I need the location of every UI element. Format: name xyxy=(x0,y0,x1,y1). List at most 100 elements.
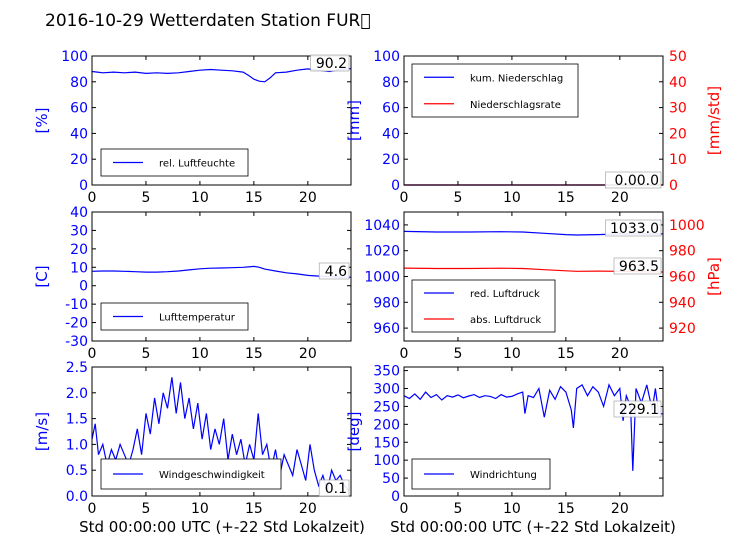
temp-annotation-box-0 xyxy=(318,262,350,280)
press-y2tick-label-0: 920 xyxy=(669,321,696,337)
press-legend-box xyxy=(411,279,556,333)
hum-ytick-label-3: 60 xyxy=(70,101,88,117)
wind-series-0-line xyxy=(91,377,350,492)
hum-xtick-label-4: 20 xyxy=(299,190,317,206)
hum-xtick-label-0: 0 xyxy=(88,190,97,206)
wind-xtick-label-2: 10 xyxy=(191,501,209,517)
dir-ytick-label-2: 100 xyxy=(373,453,400,469)
dir-legend-label-0: Windrichtung xyxy=(470,470,537,481)
rain-xtick-label-0: 0 xyxy=(400,190,409,206)
hum-ytick-label-1: 20 xyxy=(70,152,88,168)
temp-ytick-label-3: 0 xyxy=(79,279,88,295)
press-ytick-label-3: 1020 xyxy=(364,244,400,260)
x-axis-label-left: Std 00:00:00 UTC (+-22 Std Lokalzeit) xyxy=(79,518,365,536)
wind-annotation-box-0 xyxy=(318,479,350,497)
hum-ytick-label-5: 100 xyxy=(61,49,88,65)
rain-ylabel: [mm] xyxy=(345,100,363,141)
hum-ytick-label-2: 40 xyxy=(70,126,88,142)
hum-xtick-label-1: 5 xyxy=(141,190,150,206)
rain-legend-box xyxy=(411,63,579,118)
temp-xtick-label-0: 0 xyxy=(88,346,97,362)
temp-xtick-label-4: 20 xyxy=(299,346,317,362)
temp-xtick-label-3: 15 xyxy=(245,346,263,362)
dir-ytick-label-6: 300 xyxy=(373,382,400,398)
panel-pressure: 0 5 10 15 20 960 980 1000 1020 1040 920 940 960 980 10… xyxy=(364,211,723,362)
wind-xtick-label-3: 15 xyxy=(245,501,263,517)
panel-precipitation: 0 5 10 15 20 0 20 40 60 80 100 [mm] 0 10 20 30 40 50 [mm/s… xyxy=(345,49,723,206)
hum-series-0-line xyxy=(91,68,352,83)
press-ytick-label-0: 960 xyxy=(373,321,400,337)
press-xtick-label-1: 5 xyxy=(453,346,462,362)
rain-y2tick-label-1: 10 xyxy=(669,152,687,168)
wind-ytick-label-5: 2.5 xyxy=(66,360,88,376)
rain-y2tick-label-0: 0 xyxy=(669,178,678,194)
hum-legend: rel. Luftfeuchte xyxy=(100,148,249,177)
temp-annotation-0: 4.6 xyxy=(325,264,347,280)
rain-legend: kum. Niederschlag Niederschlagsrate xyxy=(411,63,579,118)
wind-legend: Windgeschwindigkeit xyxy=(100,458,282,490)
dir-annotation-0: 229.1 xyxy=(619,402,659,418)
dir-ytick-label-3: 150 xyxy=(373,435,400,451)
temp-ylabel: [C] xyxy=(33,265,51,287)
wind-annotation-0: 0.1 xyxy=(325,481,347,497)
rain-annotation-box-0 xyxy=(605,171,662,189)
wind-ytick-label-0: 0.0 xyxy=(66,489,88,505)
rain-ytick-label-2: 40 xyxy=(382,126,400,142)
temp-ytick-label-2: -10 xyxy=(65,297,88,313)
hum-legend-label-0: rel. Luftfeuchte xyxy=(159,159,235,170)
dir-xtick-label-1: 5 xyxy=(453,501,462,517)
press-annotation-box-0 xyxy=(605,219,662,237)
temp-legend-label-0: Lufttemperatur xyxy=(159,313,236,324)
hum-ylabel: [%] xyxy=(33,108,51,134)
wind-ytick-label-2: 1.0 xyxy=(66,437,88,453)
wind-ytick-label-3: 1.5 xyxy=(66,412,88,428)
wind-ytick-label-4: 2.0 xyxy=(66,386,88,402)
rain-y2tick-label-4: 40 xyxy=(669,75,687,91)
rain-y2tick-label-2: 20 xyxy=(669,126,687,142)
rain-xtick-label-2: 10 xyxy=(503,190,521,206)
hum-ytick-label-4: 80 xyxy=(70,75,88,91)
press-legend-label-0: red. Luftdruck xyxy=(470,289,540,300)
rain-ytick-label-1: 20 xyxy=(382,152,400,168)
press-annotation-box-1 xyxy=(613,257,662,275)
dir-xtick-label-2: 10 xyxy=(503,501,521,517)
dir-ytick-label-0: 0 xyxy=(391,489,400,505)
panel-temperature: 0 5 10 15 20 -30 -20 -10 0 10 20 30 40 [C] Lufttempera… xyxy=(33,205,352,362)
wind-xtick-label-1: 5 xyxy=(141,501,150,517)
temp-plot-frame xyxy=(91,211,352,342)
hum-annotation-0: 90.2 xyxy=(316,56,347,72)
press-ytick-label-4: 1040 xyxy=(364,218,400,234)
dir-xtick-label-4: 20 xyxy=(611,501,629,517)
press-annotation-0: 1033.0 xyxy=(610,221,659,237)
rain-ytick-label-5: 100 xyxy=(373,49,400,65)
hum-annotation-box-0 xyxy=(310,54,350,72)
press-legend-label-1: abs. Luftdruck xyxy=(470,315,541,326)
wind-ytick-label-1: 0.5 xyxy=(66,463,88,479)
dir-series-0-line xyxy=(403,383,664,471)
press-annotation-1: 963.5 xyxy=(619,259,659,275)
rain-xtick-label-3: 15 xyxy=(557,190,575,206)
hum-ytick-label-0: 0 xyxy=(79,178,88,194)
hum-xtick-label-2: 10 xyxy=(191,190,209,206)
temp-ytick-label-0: -30 xyxy=(65,334,88,350)
wind-ylabel: [m/s] xyxy=(33,412,51,451)
dir-xtick-label-3: 15 xyxy=(557,501,575,517)
rain-plot-frame xyxy=(403,55,664,186)
press-y2tick-label-1: 940 xyxy=(669,295,696,311)
wind-legend-label-0: Windgeschwindigkeit xyxy=(159,470,265,481)
dir-annotation-box-0 xyxy=(613,400,662,418)
wind-xtick-label-0: 0 xyxy=(88,501,97,517)
dir-ytick-label-4: 200 xyxy=(373,417,400,433)
rain-y2tick-label-5: 50 xyxy=(669,49,687,65)
dir-xtick-label-0: 0 xyxy=(400,501,409,517)
dir-ylabel: [deg] xyxy=(345,412,363,452)
rain-annotation-0: 0.00.0 xyxy=(614,173,659,189)
press-legend: red. Luftdruck abs. Luftdruck xyxy=(411,279,556,333)
hum-xtick-label-3: 15 xyxy=(245,190,263,206)
wind-plot-frame xyxy=(91,366,352,497)
dir-ytick-label-5: 250 xyxy=(373,399,400,415)
x-axis-label-right: Std 00:00:00 UTC (+-22 Std Lokalzeit) xyxy=(390,518,676,536)
press-y2label: [hPa] xyxy=(705,257,723,296)
press-ytick-label-2: 1000 xyxy=(364,270,400,286)
